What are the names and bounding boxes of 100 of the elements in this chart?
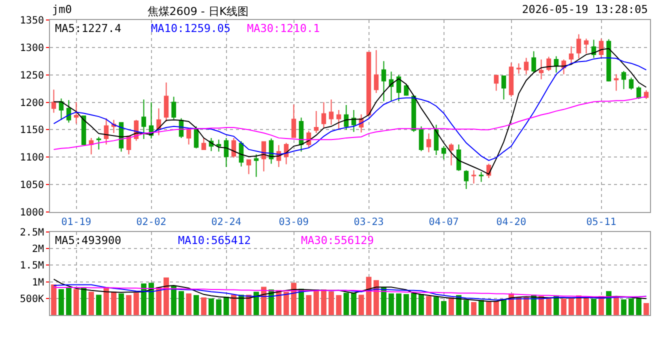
candlestick — [524, 57, 529, 75]
candlestick — [531, 50, 536, 74]
bar — [554, 295, 559, 315]
bar — [118, 293, 124, 315]
bar — [351, 292, 356, 315]
bar — [74, 289, 79, 315]
bar — [51, 284, 56, 315]
candlestick — [51, 89, 56, 114]
bar — [471, 302, 476, 315]
candlestick — [261, 140, 266, 172]
bar — [606, 291, 612, 315]
candlestick — [374, 50, 379, 94]
bar — [314, 289, 319, 315]
candlestick — [164, 82, 169, 122]
text: jm0 — [52, 3, 72, 16]
bar — [306, 295, 312, 315]
y-tick-label: 500K — [20, 294, 44, 305]
bar — [321, 289, 326, 315]
candlestick — [464, 170, 469, 190]
y-tick-label: 1050 — [20, 180, 44, 192]
bar — [134, 292, 139, 315]
bar — [366, 276, 372, 315]
bar — [418, 294, 424, 315]
y-tick-label: 1150 — [20, 125, 44, 136]
bar — [276, 290, 282, 315]
bar — [561, 298, 566, 315]
bar — [231, 294, 236, 315]
x-tick-label: 03-23 — [354, 217, 384, 228]
candlestick — [381, 60, 386, 102]
bar — [81, 288, 86, 315]
bar — [404, 294, 409, 315]
bar — [644, 303, 649, 315]
x-tick-label: 01-19 — [61, 217, 92, 228]
y-tick-label: 1000 — [20, 208, 44, 218]
text: MA10:565412 — [178, 234, 251, 247]
candlestick — [584, 38, 589, 54]
bar — [201, 297, 206, 315]
text: 2026-05-19 13:28:05 — [522, 3, 648, 16]
bar — [396, 293, 402, 315]
x-tick-label: 04-07 — [428, 217, 459, 228]
bar — [111, 292, 116, 315]
y-tick-label: 1200 — [20, 98, 44, 109]
candlestick — [58, 98, 64, 120]
y-tick-label: 2M — [32, 244, 44, 256]
bar — [178, 291, 184, 315]
bar — [494, 301, 499, 315]
bar — [464, 300, 469, 315]
candlestick — [351, 109, 356, 132]
bar — [388, 293, 394, 315]
bar — [104, 287, 109, 315]
line-series — [53, 96, 647, 150]
bar — [441, 301, 446, 315]
bar — [591, 298, 596, 315]
bar — [576, 295, 582, 315]
bar — [66, 288, 72, 315]
candlestick — [88, 137, 94, 155]
text: MA5:1227.4 — [55, 22, 122, 35]
y-tick-label: 1300 — [20, 42, 44, 54]
candlestick — [254, 154, 259, 178]
bar — [486, 302, 492, 315]
candlestick — [246, 159, 252, 175]
candlestick — [614, 74, 619, 92]
text: MA5:493900 — [55, 234, 122, 247]
candlestick — [216, 139, 222, 152]
bar — [96, 294, 102, 315]
candlestick — [538, 59, 544, 80]
y-tick-label: 1250 — [20, 70, 44, 82]
candlestick — [194, 126, 199, 149]
bar — [88, 292, 94, 315]
candlestick — [314, 110, 319, 134]
line-series — [53, 48, 647, 175]
bar — [516, 297, 522, 315]
x-tick-label: 02-02 — [136, 217, 166, 228]
candlestick — [298, 117, 304, 152]
candlestick — [74, 102, 79, 124]
candlestick — [568, 46, 574, 64]
candlestick — [441, 146, 446, 160]
candlestick — [606, 38, 612, 82]
candlestick — [328, 99, 334, 126]
candlestick — [516, 62, 522, 74]
candlestick — [336, 109, 342, 130]
candlestick — [426, 133, 432, 153]
candlestick — [494, 74, 499, 92]
candlestick — [231, 137, 236, 158]
bar — [141, 283, 146, 315]
candlestick — [396, 74, 402, 102]
candlestick — [66, 100, 72, 124]
bar — [344, 292, 349, 315]
candlestick — [291, 104, 296, 138]
bar — [374, 280, 379, 315]
bar — [328, 291, 334, 315]
candlestick — [321, 102, 326, 128]
x-tick-label: 05-11 — [586, 217, 616, 228]
candlestick — [81, 114, 86, 146]
candlestick — [186, 128, 192, 146]
candlestick — [478, 171, 484, 182]
y-tick-label: 1M — [32, 277, 44, 288]
bar — [284, 292, 289, 315]
bar — [501, 299, 506, 315]
candlestick — [418, 126, 424, 152]
